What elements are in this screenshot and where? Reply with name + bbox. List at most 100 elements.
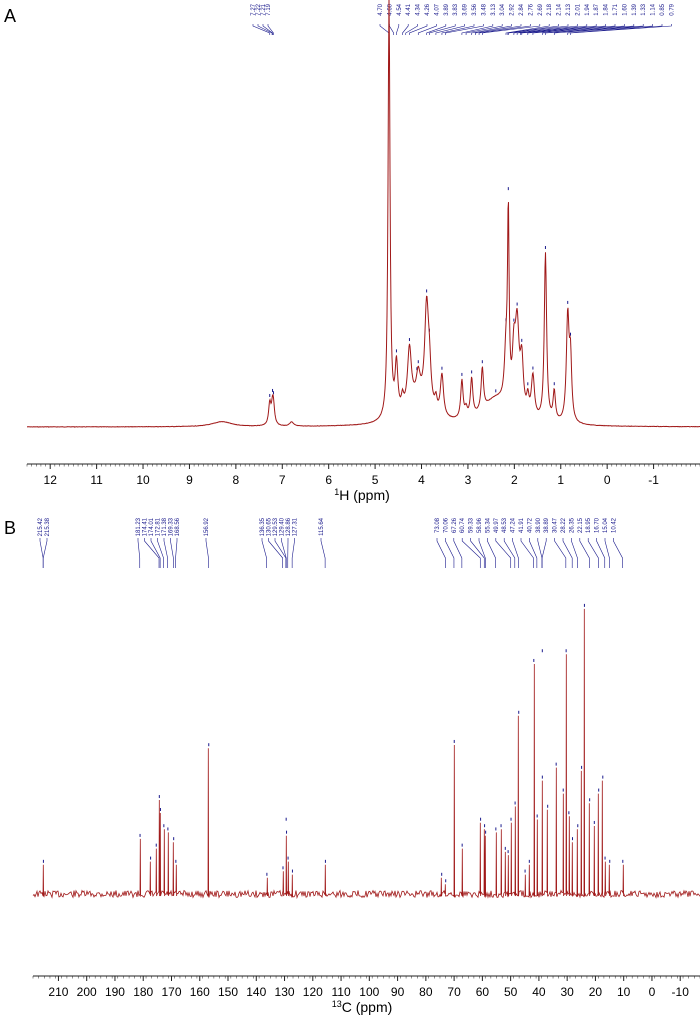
panel-b-tick-label: 80 — [419, 985, 433, 999]
panel-b-peak-connector — [454, 538, 462, 568]
panel-a-peak-shift-label: 2.69 — [538, 3, 544, 15]
panel-a-tick-label: 10 — [136, 473, 150, 487]
panel-b-peak-shift-label: 18.95 — [586, 517, 592, 533]
panel-a-peak-shift-label: 3.69 — [463, 3, 469, 15]
panel-b-peak-connector — [206, 538, 208, 568]
panel-b-peak-shift-label: 115.64 — [319, 517, 325, 536]
panel-a-peak-connector — [436, 24, 465, 35]
panel-b-peak-connector — [40, 538, 43, 568]
panel-a-peak-shift-label: 4.41 — [406, 3, 412, 15]
panel-b-peak-shift-label: 73.08 — [435, 517, 441, 533]
panel-b-peak-connector — [538, 538, 542, 568]
panel-a-peak-connector — [253, 24, 270, 35]
panel-b-peak-shift-label: 38.90 — [536, 517, 542, 533]
panel-b-peak-connector — [176, 538, 177, 568]
panel-a-peak-connector — [442, 24, 474, 35]
panel-b-peak-connector — [597, 538, 605, 568]
panel-b-tick-label: 190 — [105, 985, 125, 999]
panel-b-peak-shift-label: 174.41 — [143, 517, 149, 536]
panel-b-tick-label: 20 — [589, 985, 603, 999]
panel-a-peak-shift-label: 4.54 — [397, 3, 403, 15]
panel-b-peak-connector — [164, 538, 168, 568]
panel-b-peak-connector — [269, 538, 283, 568]
panel-b-tick-label: 170 — [161, 985, 181, 999]
panel-b-peak-shift-label: 172.81 — [156, 517, 162, 536]
panel-b-peak-connector — [445, 538, 454, 568]
panel-b-peak-shift-label: 60.74 — [460, 517, 466, 533]
panel-a-peak-shift-label: 4.60 — [387, 3, 393, 15]
panel-b-peak-shift-label: 129.40 — [280, 517, 286, 536]
panel-b-peak-connector — [487, 538, 495, 568]
panel-b-peak-shift-label: 48.53 — [502, 517, 508, 533]
panel-a-peak-shift-label: 1.33 — [641, 3, 647, 15]
panel-a-peak-shift-label: 1.84 — [604, 3, 610, 15]
panel-b-peak-connector — [462, 538, 480, 568]
panel-b-tick-label: 50 — [504, 985, 518, 999]
panel-a-peak-shift-label: 3.83 — [453, 3, 459, 15]
panel-b-x-axis-title: 13C (ppm) — [332, 999, 393, 1015]
panel-a-x-axis-title: 1H (ppm) — [334, 487, 390, 503]
panel-b-peak-connector — [613, 538, 622, 568]
panel-b-peak-shift-label: 59.33 — [469, 517, 475, 533]
panel-a-tick-label: 5 — [372, 473, 379, 487]
panel-b-x-axis-title-superscript: 13 — [332, 999, 342, 1009]
panel-b-tick-label: 180 — [133, 985, 153, 999]
panel-b-peak-shift-label: 127.31 — [293, 517, 299, 536]
panel-a-x-axis-title-text: H (ppm) — [339, 487, 390, 503]
panel-a-peak-shift-label: 2.01 — [575, 3, 581, 15]
panel-a-peak-connector — [462, 24, 493, 35]
panel-b-tick-label: 130 — [275, 985, 295, 999]
panel-b-tick-label: 10 — [617, 985, 631, 999]
panel-a-peak-connector — [380, 24, 389, 35]
panel-b-peak-shift-label: 49.97 — [494, 517, 500, 533]
panel-b-peak-shift-label: 181.23 — [136, 517, 142, 536]
panel-b-peak-connector — [563, 538, 572, 568]
panel-b-peak-connector — [542, 538, 546, 568]
panel-b-peak-shift-label: 47.24 — [511, 517, 517, 533]
panel-b-peak-connector — [138, 538, 140, 568]
panel-b-peak-connector — [471, 538, 485, 568]
panel-a-tick-label: 3 — [465, 473, 472, 487]
panel-b-peak-connector — [262, 538, 267, 568]
panel-b-peak-shift-label: 128.86 — [286, 517, 292, 536]
panel-a-peak-shift-label: 2.14 — [557, 3, 563, 15]
panel-b-peak-shift-label: 215.38 — [45, 517, 51, 536]
panel-a-peak-shift-label: 4.34 — [416, 3, 422, 15]
panel-b-peak-shift-label: 136.35 — [260, 517, 266, 536]
panel-b-peak-shift-label: 215.42 — [38, 517, 44, 536]
panel-a-tick-label: 0 — [604, 473, 611, 487]
panel-a-peak-connector — [418, 24, 436, 35]
panel-b-peak-connector — [43, 538, 47, 568]
panel-a-peak-shift-label: 1.14 — [651, 3, 657, 15]
panel-b-peak-connector — [292, 538, 294, 568]
panel-a-peak-shift-label: 1.94 — [585, 3, 591, 15]
panel-a-peak-shift-label: 3.89 — [444, 3, 450, 15]
panel-a-peak-shift-label: 3.48 — [481, 3, 487, 15]
panel-b-peak-shift-label: 28.22 — [561, 517, 567, 533]
panel-a-tick-label: 2 — [511, 473, 518, 487]
panel-a-peak-connector — [402, 24, 408, 35]
panel-b-peak-shift-label: 168.56 — [175, 517, 181, 536]
panel-b-spectrum-trace — [33, 609, 700, 898]
panel-b-peak-shift-label: 38.89 — [544, 517, 550, 533]
panel-b-peak-shift-label: 130.65 — [267, 517, 273, 536]
panel-b-peak-shift-label: 41.91 — [519, 517, 525, 533]
panel-a-tick-label: 7 — [279, 473, 286, 487]
panel-a-peak-shift-label: 2.92 — [510, 3, 516, 15]
panel-b-tick-label: 0 — [649, 985, 656, 999]
panel-b-tick-label: 140 — [246, 985, 266, 999]
panel-a-peak-shift-label: 3.04 — [500, 3, 506, 15]
panel-a-label: A — [4, 6, 16, 26]
panel-b-tick-label: 110 — [331, 985, 350, 999]
panel-b-peak-connector — [605, 538, 609, 568]
panel-b-peak-connector — [496, 538, 511, 568]
panel-a-peak-shift-label: 3.56 — [472, 3, 478, 15]
panel-a-peak-shift-label: 2.76 — [528, 3, 534, 15]
panel-b-peak-shift-label: 26.35 — [569, 517, 575, 533]
panel-b-peak-connector — [588, 538, 598, 568]
panel-b-peak-shift-label: 174.01 — [149, 517, 155, 536]
panel-b-peak-connector — [529, 538, 536, 568]
